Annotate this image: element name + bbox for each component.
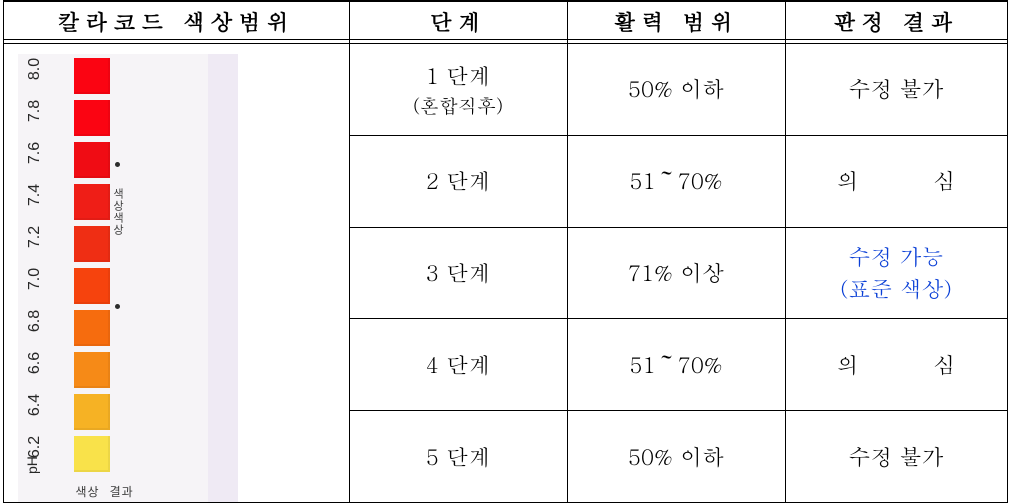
result-sub: (표준 색상) — [840, 273, 952, 304]
result-main: 의 — [837, 165, 859, 196]
ph-tick: 6.2 — [26, 426, 44, 468]
color-swatch — [74, 184, 110, 220]
result-main: 의 — [837, 349, 859, 380]
color-swatch — [74, 394, 110, 430]
range-cell: 50% 이하 — [567, 44, 785, 136]
ph-tick: 6.6 — [26, 342, 44, 384]
strip-foot-label: 색상 — [76, 483, 100, 500]
result-sub: 심 — [933, 165, 955, 196]
color-code-strip: pH 색상색상 색상결과 8.07.87.67.47.27.06.86.66.4… — [18, 54, 238, 502]
ph-tick: 7.6 — [26, 132, 44, 174]
step-cell: 5 단계 — [349, 411, 567, 503]
color-swatch — [74, 268, 110, 304]
header-color-code: 칼라코드 색상범위 — [3, 1, 349, 40]
result-cell: 수정 가능 (표준 색상) — [785, 227, 1007, 319]
ph-tick: 7.0 — [26, 258, 44, 300]
step-main: 1 단계 — [426, 60, 490, 91]
ph-tick: 6.4 — [26, 384, 44, 426]
result-cell: 의 심 — [785, 135, 1007, 227]
result-main: 수정 불가 — [848, 441, 943, 472]
color-swatch — [74, 58, 110, 94]
scan-speck-icon — [115, 304, 120, 309]
step-cell: 3 단계 — [349, 227, 567, 319]
header-step: 단계 — [349, 1, 567, 40]
range-cell: 71% 이상 — [567, 227, 785, 319]
range-cell: 50% 이하 — [567, 411, 785, 503]
step-cell: 2 단계 — [349, 135, 567, 227]
step-cell: 4 단계 — [349, 319, 567, 411]
result-sub: 심 — [933, 349, 955, 380]
color-swatch — [74, 226, 110, 262]
header-range: 활력 범위 — [567, 1, 785, 40]
ph-tick: 7.2 — [26, 216, 44, 258]
result-cell: 수정 불가 — [785, 411, 1007, 503]
range-cell: 51～70% — [567, 135, 785, 227]
color-swatch — [74, 142, 110, 178]
table-row: pH 색상색상 색상결과 8.07.87.67.47.27.06.86.66.4… — [3, 44, 1007, 136]
color-swatch — [74, 352, 110, 388]
color-code-cell: pH 색상색상 색상결과 8.07.87.67.47.27.06.86.66.4… — [3, 44, 349, 503]
range-cell: 51～70% — [567, 319, 785, 411]
strip-foot-labels: 색상 결과 — [76, 483, 144, 500]
ph-tick: 6.8 — [26, 300, 44, 342]
ph-tick: 8.0 — [26, 48, 44, 90]
result-main: 수정 불가 — [848, 73, 943, 104]
ph-tick: 7.4 — [26, 174, 44, 216]
strip-foot-label: 결과 — [110, 483, 134, 500]
color-swatch — [74, 310, 110, 346]
step-sub: (혼합직후) — [358, 92, 559, 120]
strip-sidetext: 색상색상 — [110, 188, 126, 236]
header-result: 판정 결과 — [785, 1, 1007, 40]
color-code-table: 칼라코드 색상범위 단계 활력 범위 판정 결과 pH 색상색상 색상결과 8.… — [3, 0, 1008, 503]
color-swatch — [74, 100, 110, 136]
ph-tick: 7.8 — [26, 90, 44, 132]
color-swatch — [74, 436, 110, 472]
result-cell: 의 심 — [785, 319, 1007, 411]
result-cell: 수정 불가 — [785, 44, 1007, 136]
scan-speck-icon — [115, 162, 120, 167]
step-cell: 1 단계 (혼합직후) — [349, 44, 567, 136]
result-main: 수정 가능 — [848, 241, 943, 272]
header-row: 칼라코드 색상범위 단계 활력 범위 판정 결과 — [3, 1, 1007, 40]
